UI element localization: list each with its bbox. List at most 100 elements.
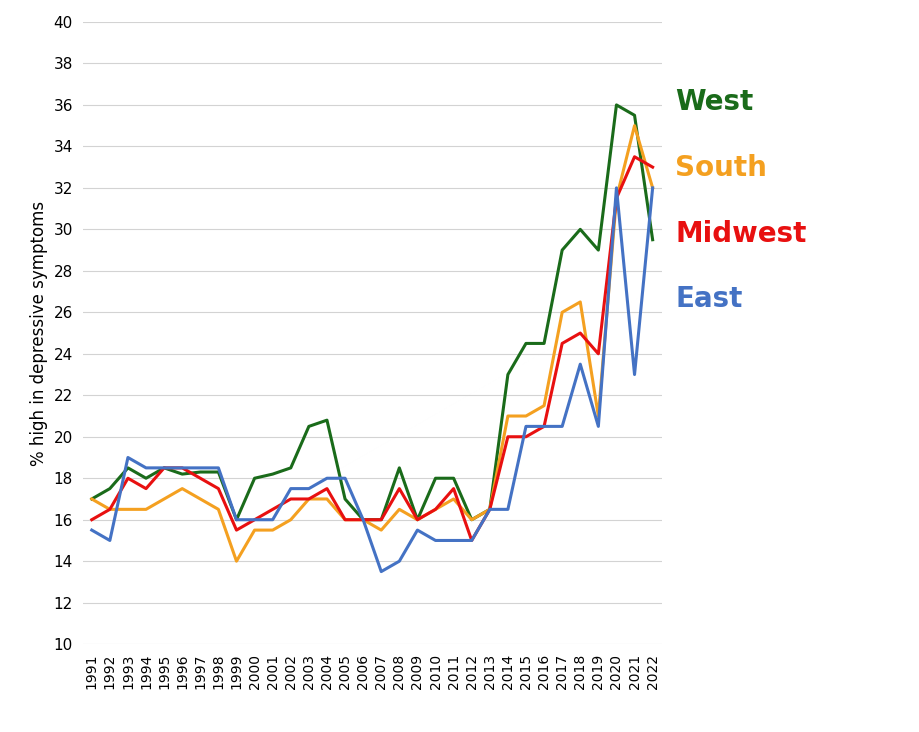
West — [285, 463, 296, 472]
Midwest — [122, 474, 133, 482]
West — [611, 100, 622, 109]
South — [394, 505, 405, 514]
East — [357, 515, 369, 524]
South — [303, 495, 314, 504]
South — [376, 526, 387, 534]
West — [448, 474, 460, 482]
South — [176, 485, 187, 493]
South — [629, 122, 640, 130]
East — [339, 474, 350, 482]
East — [322, 474, 333, 482]
Midwest — [249, 515, 260, 524]
East — [376, 567, 387, 576]
Midwest — [376, 515, 387, 524]
West — [376, 515, 387, 524]
Midwest — [285, 495, 296, 504]
Midwest — [195, 474, 206, 482]
South — [574, 297, 585, 306]
Midwest — [647, 163, 658, 171]
South — [231, 557, 242, 566]
Line: South: South — [92, 126, 652, 561]
South — [430, 505, 441, 514]
East — [448, 536, 460, 545]
West — [339, 495, 350, 504]
South — [520, 411, 531, 420]
West — [122, 463, 133, 472]
West — [557, 246, 568, 255]
South — [285, 515, 296, 524]
South — [267, 526, 278, 534]
Midwest — [394, 485, 405, 493]
East — [176, 463, 187, 472]
East — [629, 370, 640, 379]
East — [249, 515, 260, 524]
East — [394, 557, 405, 566]
Midwest — [159, 463, 170, 472]
West — [394, 463, 405, 472]
East — [86, 526, 97, 534]
South — [557, 308, 568, 317]
East — [574, 359, 585, 368]
East — [520, 422, 531, 430]
East — [647, 184, 658, 193]
Midwest — [231, 526, 242, 534]
Midwest — [322, 485, 333, 493]
Midwest — [611, 194, 622, 203]
West — [466, 515, 477, 524]
South — [105, 505, 116, 514]
West — [322, 416, 333, 425]
South — [141, 505, 152, 514]
South — [647, 184, 658, 193]
South — [503, 411, 514, 420]
West — [303, 422, 314, 430]
Midwest — [213, 485, 224, 493]
Midwest — [303, 495, 314, 504]
Midwest — [593, 349, 604, 358]
Midwest — [339, 515, 350, 524]
East — [303, 485, 314, 493]
Midwest — [539, 422, 550, 430]
Midwest — [629, 152, 640, 161]
Line: East: East — [92, 188, 652, 572]
East — [105, 536, 116, 545]
Y-axis label: % high in depressive symptoms: % high in depressive symptoms — [30, 201, 48, 466]
West — [213, 468, 224, 477]
East — [557, 422, 568, 430]
South — [213, 505, 224, 514]
West — [574, 225, 585, 234]
Midwest — [466, 536, 477, 545]
East — [412, 526, 423, 534]
West — [176, 470, 187, 479]
East — [430, 536, 441, 545]
East — [466, 536, 477, 545]
Midwest — [105, 505, 116, 514]
West — [141, 474, 152, 482]
Text: East: East — [675, 285, 743, 313]
West — [647, 236, 658, 244]
Line: West: West — [92, 105, 652, 520]
Midwest — [557, 339, 568, 348]
West — [86, 495, 97, 504]
South — [466, 515, 477, 524]
Text: South: South — [675, 154, 767, 182]
South — [611, 194, 622, 203]
West — [249, 474, 260, 482]
Midwest — [484, 505, 495, 514]
South — [122, 505, 133, 514]
East — [213, 463, 224, 472]
Midwest — [503, 433, 514, 441]
West — [593, 246, 604, 255]
East — [159, 463, 170, 472]
South — [322, 495, 333, 504]
South — [357, 515, 369, 524]
West — [503, 370, 514, 379]
West — [412, 515, 423, 524]
East — [195, 463, 206, 472]
South — [539, 401, 550, 410]
South — [593, 411, 604, 420]
South — [195, 495, 206, 504]
Midwest — [448, 485, 460, 493]
South — [448, 495, 460, 504]
Midwest — [430, 505, 441, 514]
Midwest — [267, 505, 278, 514]
